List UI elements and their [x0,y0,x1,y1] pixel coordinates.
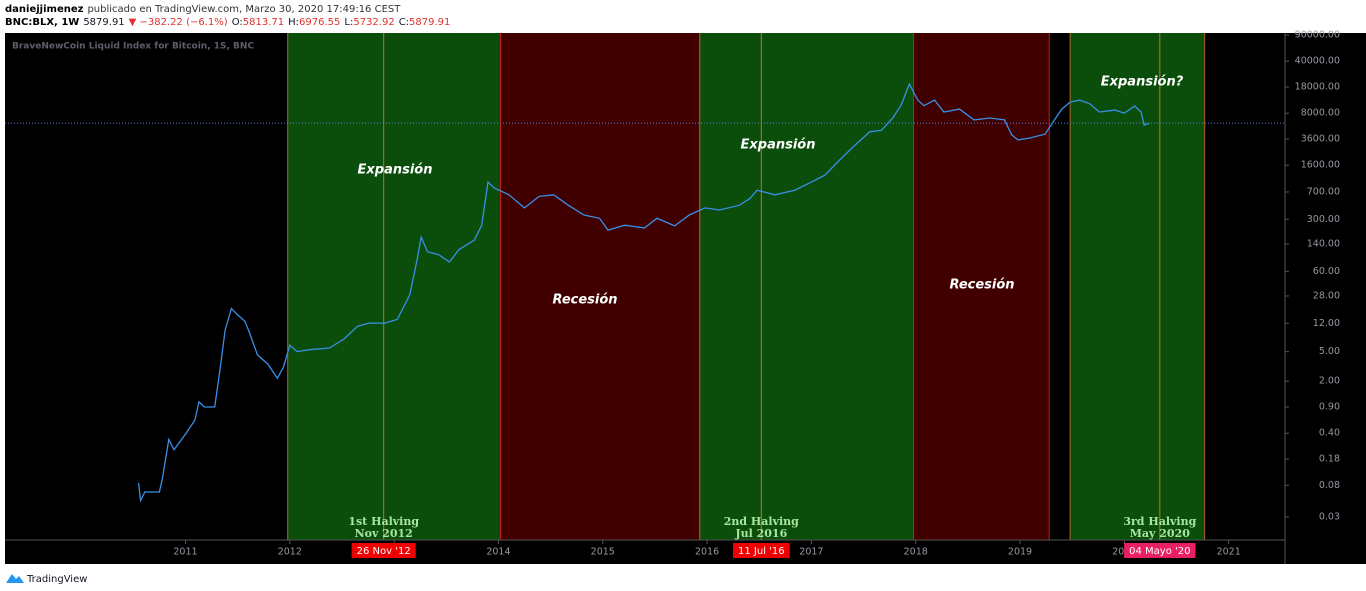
date-flag [733,543,790,558]
y-tick-label: 0.40 [1319,428,1340,439]
ohlc-value: 5879.91 [409,17,450,28]
ohlc-label: H: [288,17,299,28]
halving-label: Nov 2012 [355,527,413,540]
x-tick-label: 2011 [173,547,197,558]
y-tick-label: 0.08 [1319,480,1340,491]
y-tick-label: 40000.00 [1295,56,1340,67]
halving-label: 2nd Halving [724,515,799,528]
x-axis-bg [5,540,1285,564]
x-tick-label: 2016 [695,547,719,558]
region [287,33,501,540]
x-tick-label: 2012 [278,547,302,558]
author: daniejjimenez [5,4,84,15]
y-tick-label: 60.00 [1313,266,1340,277]
ohlc-label: L: [344,17,353,28]
y-axis-bg [1285,33,1366,564]
ohlc-label: C: [399,17,409,28]
logo [6,574,24,583]
footer: TradingView [6,574,87,585]
watermark: BraveNewCoin Liquid Index for Bitcoin, 1… [12,42,254,52]
halving-label: May 2020 [1130,527,1190,540]
date-flag-label: 26 Nov '12 [357,546,411,557]
y-tick-label: 140.00 [1307,238,1340,249]
header: daniejjimenez publicado en TradingView.c… [5,4,450,28]
x-tick-label: 2021 [1217,547,1241,558]
brand: TradingView [26,574,87,585]
x-tick-label: 2017 [799,547,823,558]
change: ▼ −382.22 (−6.1%) [129,17,228,28]
y-tick-label: 12.00 [1313,318,1340,329]
published: publicado en TradingView.com, Marzo 30, … [87,4,401,15]
halving-label: 1st Halving [348,515,419,528]
annotation: Expansión? [1101,75,1184,90]
annotation: Expansión [358,163,433,178]
x-tick-label: 2015 [591,547,615,558]
region [913,33,1050,540]
y-tick-label: 5.00 [1319,346,1340,357]
date-flag [351,543,416,558]
y-tick-label: 2.00 [1319,376,1340,387]
x-tick-label: 2014 [486,547,510,558]
halving-label: Jul 2016 [734,527,787,540]
region [699,33,914,540]
y-tick-label: 0.90 [1319,402,1340,413]
y-tick-label: 1600.00 [1301,160,1340,171]
y-tick-label: 0.03 [1319,511,1340,522]
region [500,33,700,540]
annotation: Recesión [552,293,617,308]
y-tick-label: 3600.00 [1301,134,1340,145]
annotation: Recesión [949,278,1014,293]
ohlc-value: 5813.71 [243,17,284,28]
price-line [137,82,1150,503]
x-tick-label: 2019 [1008,547,1032,558]
date-flag-label: 04 Mayo '20 [1129,546,1190,557]
y-tick-label: 0.18 [1319,454,1340,465]
y-tick-label: 28.00 [1313,290,1340,301]
y-tick-label: 8000.00 [1301,108,1340,119]
y-tick-label: 18000.00 [1295,82,1340,93]
last-price: 5879.91 [83,17,124,28]
y-tick-label: 700.00 [1307,186,1340,197]
date-flag-label: 11 Jul '16 [738,546,785,557]
y-tick-label: 90000.00 [1295,30,1340,41]
ohlc-value: 5732.92 [353,17,394,28]
y-tick-label: 300.00 [1307,214,1340,225]
symbol: BNC:BLX, 1W [5,17,79,28]
annotation: Expansión [741,138,816,153]
ohlc-label: O: [232,17,243,28]
x-tick-label: 2018 [904,547,928,558]
region [1070,33,1205,540]
ohlc-value: 6976.55 [299,17,340,28]
date-flag [1124,543,1196,558]
halving-label: 3rd Halving [1123,515,1196,528]
